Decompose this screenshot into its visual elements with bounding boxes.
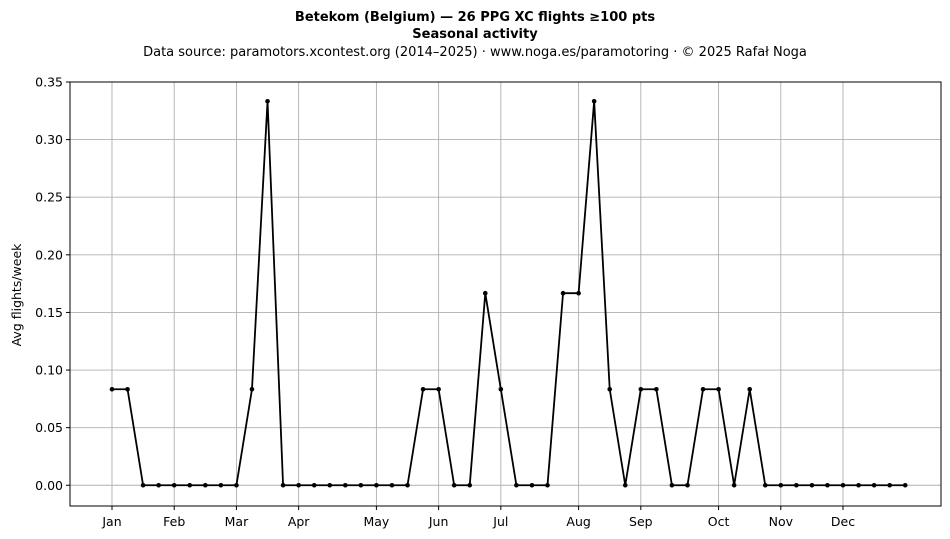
y-tick-label: 0.10 [35, 363, 63, 378]
data-point [311, 482, 317, 488]
data-point [856, 482, 861, 488]
chart-source: Data source: paramotors.xcontest.org (20… [143, 45, 807, 60]
data-point [794, 482, 799, 488]
x-tick-label: Jun [428, 514, 449, 529]
data-point [265, 98, 270, 104]
x-tick-label: Apr [288, 514, 310, 529]
data-point [514, 482, 519, 488]
data-point [685, 482, 690, 488]
data-point [203, 482, 208, 488]
y-tick-label: 0.35 [35, 75, 63, 90]
y-axis-label: Avg flights/week [9, 243, 24, 347]
data-point [358, 482, 364, 488]
data-point [731, 482, 737, 488]
data-point [125, 386, 130, 392]
y-tick-label: 0.25 [35, 190, 63, 205]
data-point [654, 386, 659, 392]
data-point [591, 98, 597, 104]
data-point [436, 386, 441, 392]
x-tick-label: Jul [492, 514, 508, 529]
y-tick-label: 0.30 [35, 132, 63, 147]
data-point [280, 482, 286, 488]
data-point [249, 386, 255, 392]
x-tick-label: Aug [566, 514, 590, 529]
data-point [778, 482, 784, 488]
series-line [109, 98, 908, 488]
data-point [747, 386, 752, 392]
data-point [902, 482, 908, 488]
data-point [871, 482, 877, 488]
data-point [762, 482, 768, 488]
data-point [374, 482, 379, 488]
x-tick-label: Oct [708, 514, 730, 529]
data-point [296, 482, 301, 488]
x-tick-label: May [363, 514, 389, 529]
data-point [187, 482, 193, 488]
data-point [218, 482, 224, 488]
data-point [576, 290, 581, 296]
x-tick-label: Nov [769, 514, 794, 529]
data-point [389, 482, 395, 488]
data-point [529, 482, 535, 488]
data-point [140, 482, 146, 488]
data-point [467, 482, 473, 488]
data-point [622, 482, 628, 488]
data-point [342, 482, 348, 488]
y-tick-label: 0.20 [35, 247, 63, 262]
chart-title: Betekom (Belgium) — 26 PPG XC flights ≥1… [295, 10, 655, 25]
data-point [809, 482, 815, 488]
chart-subtitle: Seasonal activity [412, 27, 538, 42]
y-tick-label: 0.15 [35, 305, 63, 320]
data-point [482, 290, 488, 296]
data-point [327, 482, 333, 488]
x-tick-label: Feb [163, 514, 185, 529]
grid [70, 81, 941, 506]
data-point [109, 386, 115, 392]
x-tick-label: Jan [101, 514, 121, 529]
data-point [669, 482, 675, 488]
data-point [234, 482, 239, 488]
x-tick-label: Sep [629, 514, 653, 529]
data-point [607, 386, 613, 392]
data-point [156, 482, 161, 488]
data-point [405, 482, 410, 488]
data-point [171, 482, 177, 488]
data-point [700, 386, 706, 392]
data-point [887, 482, 892, 488]
data-point [840, 482, 846, 488]
axes: 0.00 0.05 0.10 0.15 0.20 0.25 0.30 0.35 Jan Feb Ma… [35, 75, 855, 530]
plot-frame [69, 81, 942, 507]
data-point [451, 482, 457, 488]
data-point [498, 386, 504, 392]
y-tick-label: 0.00 [35, 478, 63, 493]
data-point [545, 482, 550, 488]
x-tick-label: Mar [225, 514, 249, 529]
data-point [825, 482, 830, 488]
data-point [420, 386, 426, 392]
data-point [560, 290, 566, 296]
data-point [638, 386, 644, 392]
y-tick-label: 0.05 [35, 420, 63, 435]
series-path [111, 100, 906, 487]
x-tick-label: Dec [831, 514, 855, 529]
data-point [716, 386, 721, 392]
